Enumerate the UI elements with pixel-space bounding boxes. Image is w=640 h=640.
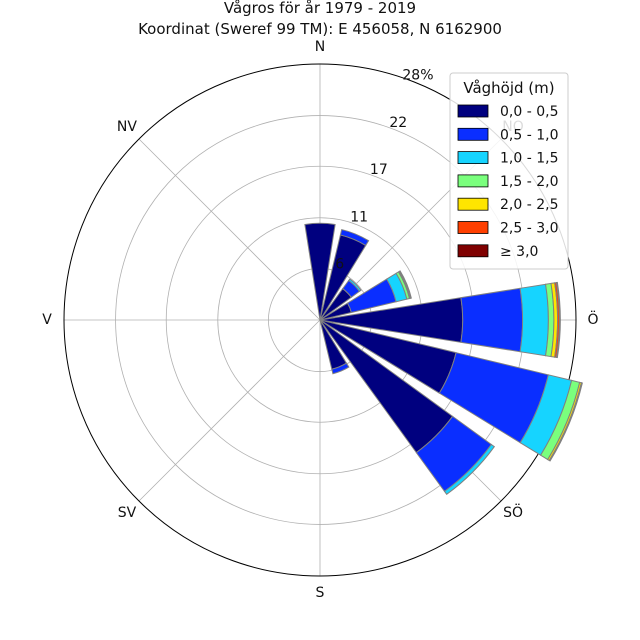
legend-label-1: 0,5 - 1,0	[500, 127, 558, 143]
chart-subtitle: Koordinat (Sweref 99 TM): E 456058, N 61…	[138, 20, 502, 38]
grid-spoke-5	[138, 319, 321, 502]
legend-box	[449, 72, 569, 270]
legend-title: Våghöjd (m)	[463, 79, 554, 97]
radial-tick-label-1: 11	[350, 210, 368, 226]
legend-label-4: 2,0 - 2,5	[500, 197, 558, 213]
direction-label-7: NV	[117, 119, 137, 135]
direction-label-2: Ö	[587, 310, 598, 328]
direction-label-6: V	[42, 312, 52, 328]
direction-label-0: N	[315, 39, 325, 55]
legend-swatch-2	[457, 151, 489, 165]
legend: Våghöjd (m) 0,0 - 0,5 0,5 - 1,0 1,0 - 1,5 1,…	[449, 72, 569, 270]
bar-sector-2-bin-2	[347, 278, 362, 293]
legend-label-0: 0,0 - 0,5	[500, 104, 558, 120]
bar-sector-1-bin-1	[339, 228, 370, 247]
radial-tick-label-0: 6	[335, 256, 344, 272]
radial-tick-label-2: 17	[370, 162, 388, 178]
legend-label-5: 2,5 - 3,0	[500, 221, 558, 237]
legend-swatch-1	[457, 127, 489, 141]
legend-swatch-6	[457, 244, 489, 258]
radial-tick-label-3: 22	[389, 115, 407, 131]
legend-label-2: 1,0 - 1,5	[500, 151, 558, 167]
direction-label-5: SV	[118, 505, 137, 521]
bar-sector-4-bin-1	[460, 287, 524, 353]
legend-swatch-0	[457, 104, 489, 118]
radial-tick-label-4: 28%	[402, 67, 433, 83]
legend-label-6: ≥ 3,0	[500, 244, 538, 260]
legend-swatch-4	[457, 197, 489, 211]
bar-sector-5-bin-5	[548, 382, 583, 462]
direction-label-4: S	[316, 585, 325, 601]
bar-sector-0-bin-0	[304, 222, 336, 321]
rose-bars	[304, 222, 583, 496]
direction-label-3: SÖ	[503, 503, 523, 521]
bar-sector-4-bin-6	[555, 281, 561, 359]
legend-label-3: 1,5 - 2,0	[500, 174, 558, 190]
legend-swatch-3	[457, 174, 489, 188]
bar-sector-3-bin-5	[398, 270, 412, 299]
outer-ring	[63, 63, 577, 577]
chart-title: Vågros för år 1979 - 2019	[224, 0, 416, 17]
bar-sector-6-bin-2	[443, 443, 496, 496]
bar-sector-7-bin-1	[331, 362, 350, 375]
bar-sector-4-bin-2	[519, 283, 549, 357]
grid-spoke-7	[138, 138, 321, 321]
legend-swatch-5	[457, 221, 489, 234]
